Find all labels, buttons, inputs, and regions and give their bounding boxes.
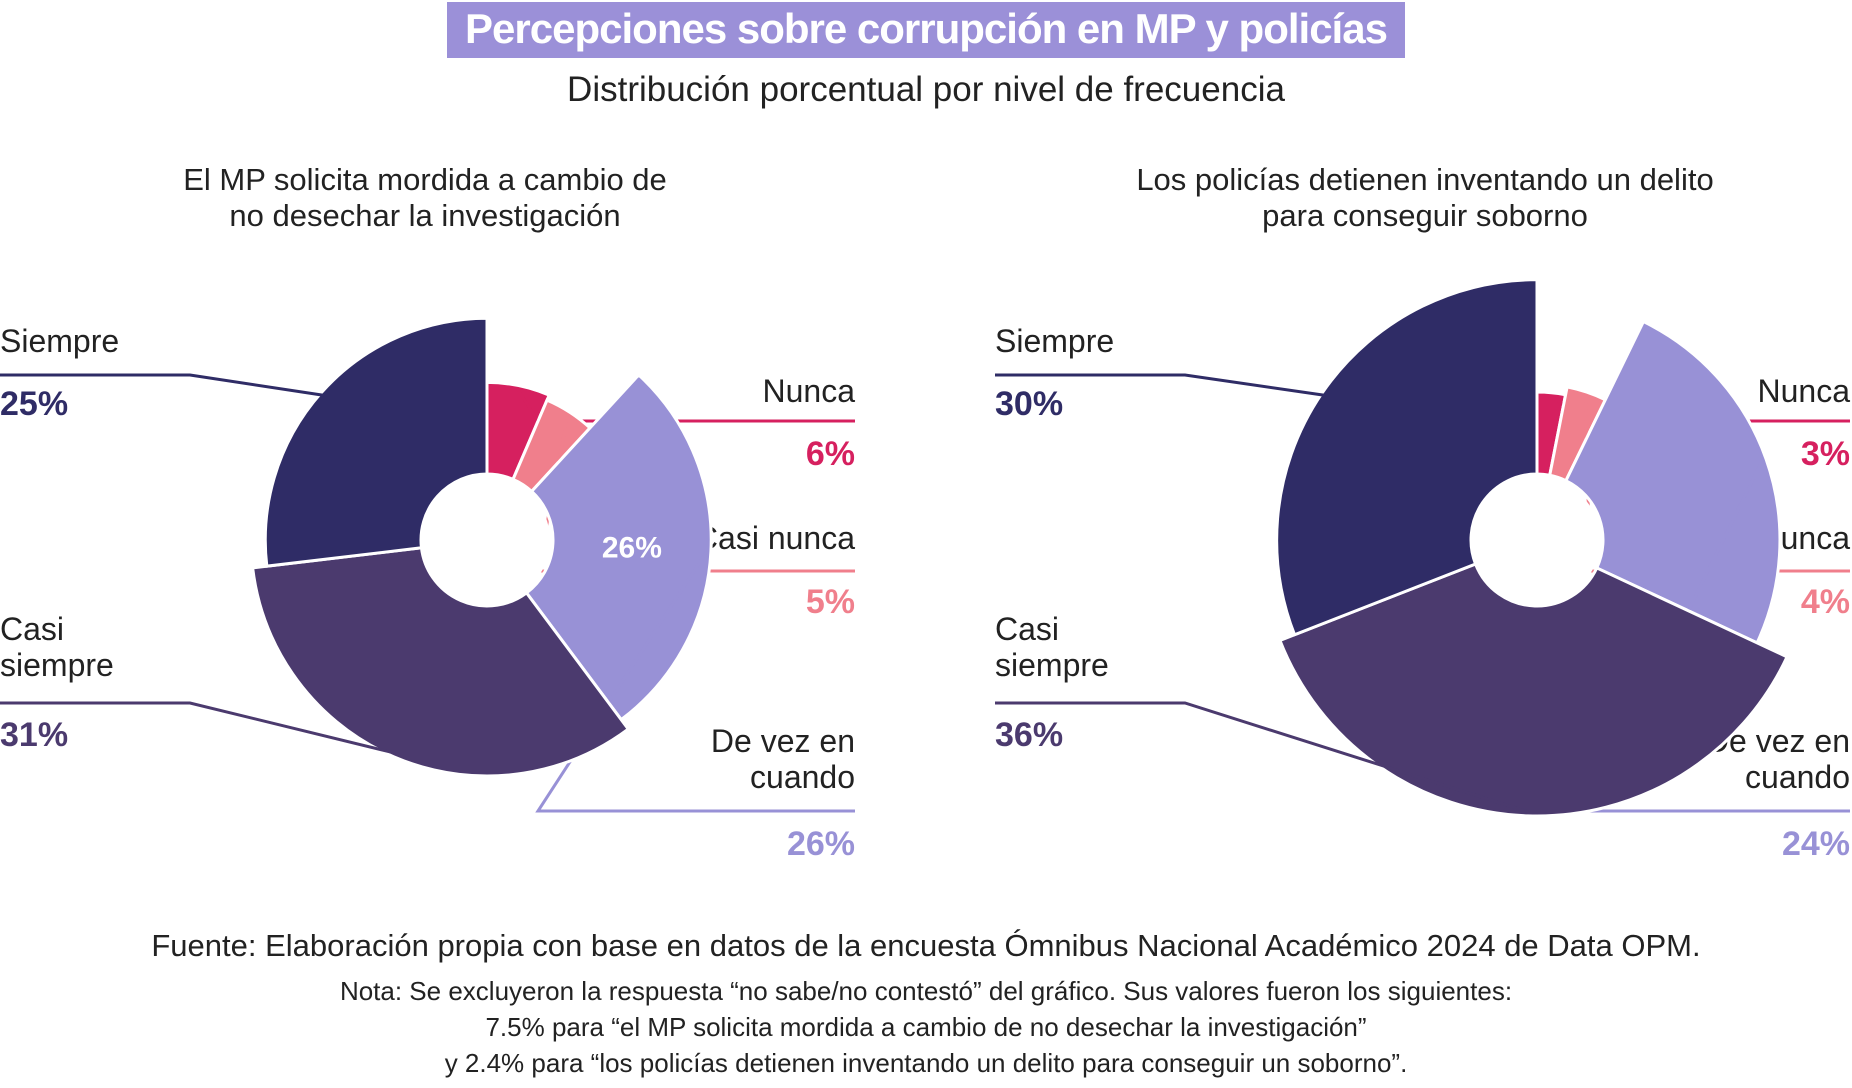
source-note: Fuente: Elaboración propia con base en d… <box>151 928 1701 963</box>
slice-casi-siempre <box>1277 562 1790 818</box>
exclusion-note: Nota: Se excluyeron la respuesta “no sab… <box>339 976 1513 1006</box>
value-casi-siempre: 31% <box>0 716 68 754</box>
value-nunca: 3% <box>1801 435 1850 473</box>
donut-hole <box>1474 477 1600 603</box>
label-de-vez-en-cuando: De vez en cuando <box>711 723 855 795</box>
leader-line-casi-siempre <box>0 701 396 755</box>
label-nunca: Nunca <box>1758 373 1851 409</box>
exclusion-note-policias: y 2.4% para “los policías detienen inven… <box>444 1048 1408 1078</box>
leader-line-siempre <box>0 373 325 397</box>
value-casi-nunca: 4% <box>1801 583 1850 621</box>
label-de-vez-en-cuando: De vez en cuando <box>1706 723 1850 795</box>
chart-title-line: no desechar la investigación <box>229 198 621 233</box>
label-siempre: Siempre <box>995 323 1114 359</box>
chart-title-line: Los policías detienen inventando un deli… <box>1136 162 1714 197</box>
slice-de-vez-en-cuando <box>1563 319 1782 645</box>
leader-line-siempre <box>995 373 1326 397</box>
value-de-vez-en-cuando: 24% <box>1782 825 1850 863</box>
page-title: Percepciones sobre corrupción en MP y po… <box>447 2 1405 58</box>
chart-title-line: El MP solicita mordida a cambio de <box>183 162 667 197</box>
leader-line-de-vez-en-cuando <box>535 550 855 813</box>
label-siempre: Siempre <box>0 323 119 359</box>
inner-value-de-vez-en-cuando: 26% <box>602 531 662 564</box>
slice-nunca <box>485 380 552 482</box>
label-casi-siempre: Casi siempre <box>0 611 114 683</box>
page-subtitle: Distribución porcentual por nivel de fre… <box>567 70 1285 109</box>
value-siempre: 30% <box>995 385 1063 423</box>
label-casi-nunca: Casi nunca <box>695 520 855 556</box>
value-casi-nunca: 5% <box>806 583 855 621</box>
slice-casi-siempre <box>250 546 631 778</box>
slice-de-vez-en-cuando <box>524 372 713 722</box>
leader-line-casi-siempre <box>995 701 1529 814</box>
value-de-vez-en-cuando: 26% <box>787 825 855 863</box>
label-nunca: Nunca <box>763 373 856 409</box>
label-casi-siempre: Casi siempre <box>995 611 1109 683</box>
chart-title-mp: El MP solicita mordida a cambio de no de… <box>45 162 805 234</box>
chart-title-policias: Los policías detienen inventando un deli… <box>1045 162 1805 234</box>
chart-title-line: para conseguir soborno <box>1262 198 1588 233</box>
value-siempre: 25% <box>0 385 68 423</box>
donut-hole <box>424 477 550 603</box>
exclusion-note-mp: 7.5% para “el MP solicita mordida a camb… <box>485 1012 1367 1042</box>
value-casi-siempre: 36% <box>995 716 1063 754</box>
slice-siempre <box>263 316 489 568</box>
value-nunca: 6% <box>806 435 855 473</box>
slice-siempre <box>1275 278 1539 637</box>
